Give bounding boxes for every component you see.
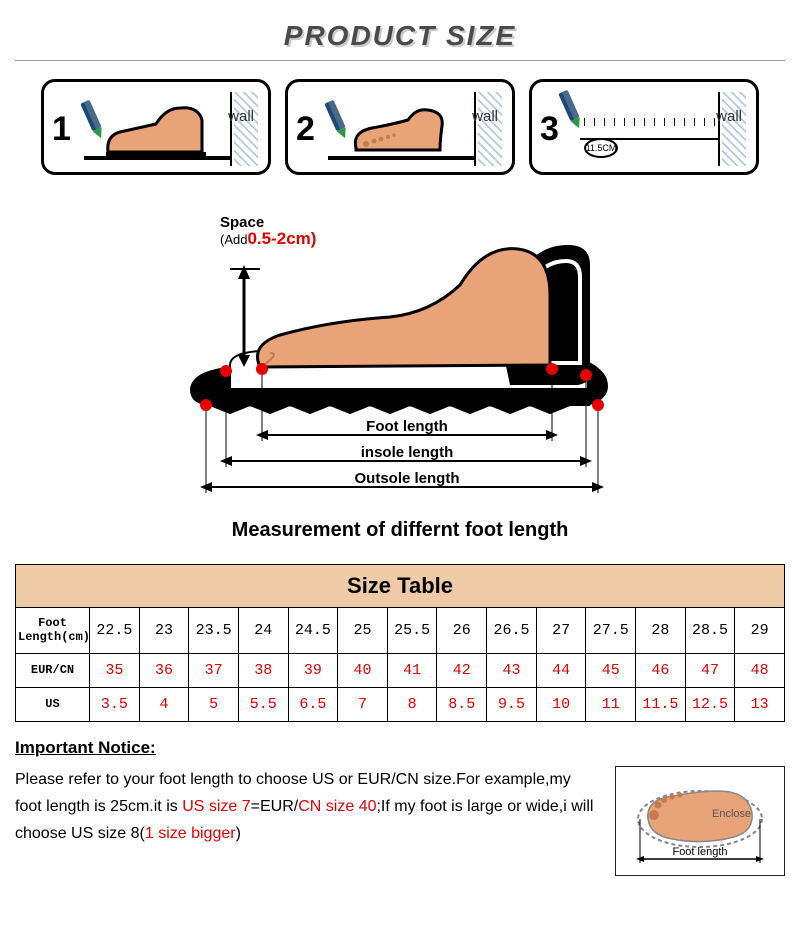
size-table: FootLength(cm)22.52323.52424.52525.52626… xyxy=(15,607,785,722)
ruler-icon xyxy=(580,118,718,140)
notice-row: Please refer to your foot length to choo… xyxy=(15,766,785,876)
insole-length-label: insole length xyxy=(361,444,454,461)
cell: 8 xyxy=(387,687,437,721)
cell: 23.5 xyxy=(189,608,239,654)
cell: 3.5 xyxy=(90,687,140,721)
step-number: 2 xyxy=(296,110,315,149)
table-row: US3.5455.56.5788.59.5101111.512.513 xyxy=(16,687,785,721)
cell: 7 xyxy=(338,687,388,721)
foot-length-label: Foot length xyxy=(366,418,448,435)
cell: 37 xyxy=(189,653,239,687)
cell: 27.5 xyxy=(586,608,636,654)
ruler-value: 11.5CM xyxy=(584,138,618,158)
row-header: FootLength(cm) xyxy=(16,608,90,654)
cell: 42 xyxy=(437,653,487,687)
space-sub: (Add0.5-2cm) xyxy=(220,230,316,247)
wall-line xyxy=(474,92,476,166)
cell: 8.5 xyxy=(437,687,487,721)
cell: 47 xyxy=(685,653,735,687)
cell: 11.5 xyxy=(636,687,686,721)
step-3: 3 wall 11.5CM xyxy=(529,79,759,175)
cell: 39 xyxy=(288,653,338,687)
notice-header: Important Notice: xyxy=(15,738,785,758)
step-number: 3 xyxy=(540,110,559,149)
wall-label: wall xyxy=(472,108,498,125)
cell: 46 xyxy=(636,653,686,687)
cell: 12.5 xyxy=(685,687,735,721)
cell: 29 xyxy=(735,608,785,654)
row-header: EUR/CN xyxy=(16,653,90,687)
page-title: PRODUCT SIZE xyxy=(15,20,785,52)
wall-line xyxy=(718,92,720,166)
page-container: PRODUCT SIZE 1 wall 2 wall xyxy=(0,0,800,896)
cell: 5 xyxy=(189,687,239,721)
cell: 6.5 xyxy=(288,687,338,721)
cell: 26.5 xyxy=(487,608,537,654)
wall-hatch xyxy=(722,92,746,166)
cell: 11 xyxy=(586,687,636,721)
cell: 35 xyxy=(90,653,140,687)
step-1: 1 wall xyxy=(41,79,271,175)
cell: 9.5 xyxy=(487,687,537,721)
cell: 40 xyxy=(338,653,388,687)
wall-hatch xyxy=(478,92,502,166)
shoe-icon xyxy=(98,102,218,158)
cell: 45 xyxy=(586,653,636,687)
divider xyxy=(15,60,785,61)
steps-row: 1 wall 2 wall xyxy=(15,79,785,175)
cell: 28.5 xyxy=(685,608,735,654)
cell: 43 xyxy=(487,653,537,687)
foot-illustration: Enclose Foot length xyxy=(615,766,785,876)
cell: 28 xyxy=(636,608,686,654)
cell: 27 xyxy=(536,608,586,654)
cell: 10 xyxy=(536,687,586,721)
step-2: 2 wall xyxy=(285,79,515,175)
cell: 44 xyxy=(536,653,586,687)
table-title: Size Table xyxy=(15,564,785,607)
cell: 13 xyxy=(735,687,785,721)
diagram-caption: Measurement of differnt foot length xyxy=(15,519,785,542)
row-header: US xyxy=(16,687,90,721)
cell: 23 xyxy=(139,608,189,654)
cell: 24 xyxy=(238,608,288,654)
wall-label: wall xyxy=(716,108,742,125)
foot-diagram: Space (Add0.5-2cm) xyxy=(130,205,670,505)
cell: 22.5 xyxy=(90,608,140,654)
cell: 25 xyxy=(338,608,388,654)
wall-hatch xyxy=(234,92,258,166)
enclose-label: Enclose xyxy=(712,808,751,820)
wall-line xyxy=(230,92,232,166)
cell: 4 xyxy=(139,687,189,721)
cell: 5.5 xyxy=(238,687,288,721)
diagram-svg: Foot length insole length Outsole length xyxy=(170,205,630,505)
cell: 38 xyxy=(238,653,288,687)
table-row: FootLength(cm)22.52323.52424.52525.52626… xyxy=(16,608,785,654)
cell: 26 xyxy=(437,608,487,654)
step-number: 1 xyxy=(52,110,71,149)
outsole-length-label: Outsole length xyxy=(355,470,460,487)
cell: 41 xyxy=(387,653,437,687)
table-row: EUR/CN3536373839404142434445464748 xyxy=(16,653,785,687)
notice-text: Please refer to your foot length to choo… xyxy=(15,766,601,848)
foot-icon xyxy=(342,104,462,158)
cell: 48 xyxy=(735,653,785,687)
foot-length-small: Foot length xyxy=(672,846,727,858)
wall-label: wall xyxy=(228,108,254,125)
cell: 24.5 xyxy=(288,608,338,654)
cell: 36 xyxy=(139,653,189,687)
space-label: Space (Add0.5-2cm) xyxy=(220,215,316,247)
cell: 25.5 xyxy=(387,608,437,654)
